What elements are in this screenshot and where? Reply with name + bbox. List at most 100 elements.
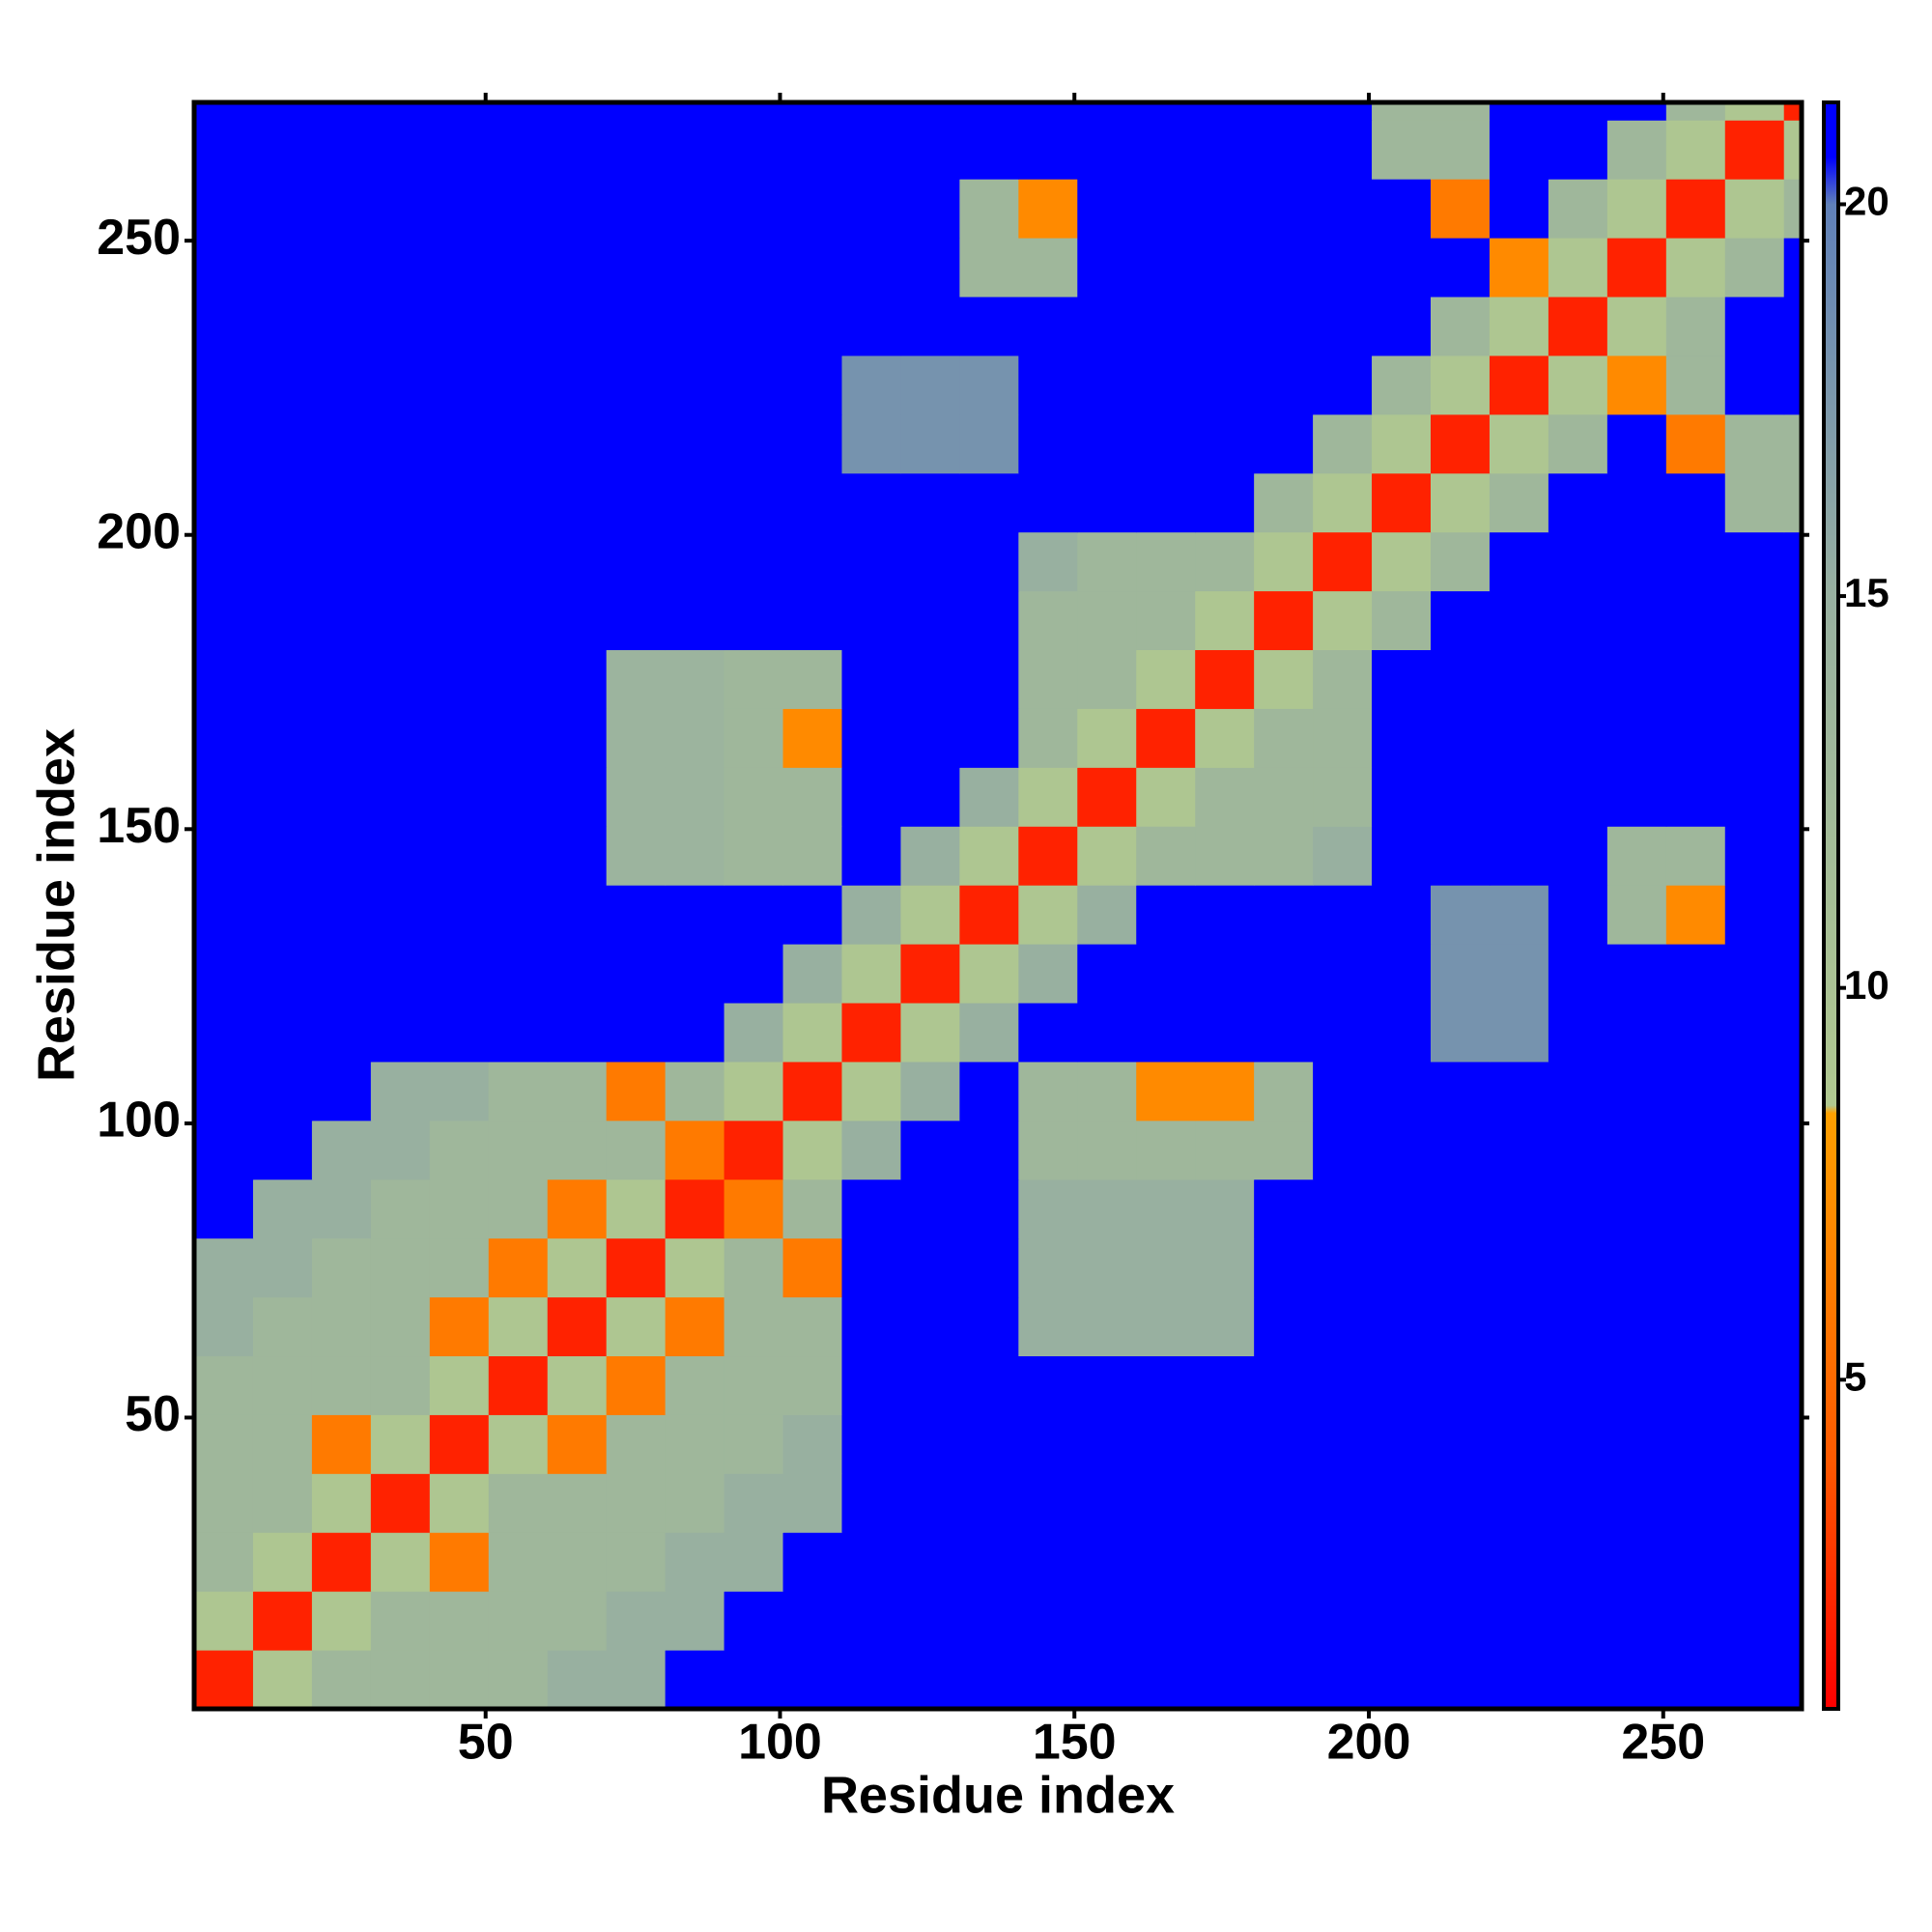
- heatmap-cell: [1195, 179, 1255, 239]
- heatmap-cell: [370, 590, 431, 651]
- heatmap-cell: [1313, 590, 1373, 651]
- x-tick-label: 200: [1327, 1715, 1411, 1771]
- heatmap-cell: [1548, 1237, 1608, 1298]
- heatmap-cell: [959, 708, 1019, 768]
- heatmap-cell: [311, 1532, 372, 1592]
- heatmap-cell: [1254, 826, 1314, 886]
- heatmap-cell: [252, 885, 313, 945]
- heatmap-cell: [488, 531, 549, 592]
- heatmap-cell: [370, 1591, 431, 1651]
- heatmap-cell: [1372, 120, 1432, 180]
- heatmap-cell: [665, 1237, 725, 1298]
- heatmap-cell: [370, 531, 431, 592]
- heatmap-cell: [1489, 944, 1549, 1004]
- heatmap-cell: [1077, 120, 1137, 180]
- heatmap-cell: [782, 1532, 842, 1592]
- heatmap-cell: [1548, 885, 1608, 945]
- heatmap-cell: [1313, 413, 1373, 474]
- heatmap-cell: [959, 413, 1019, 474]
- heatmap-cell: [959, 531, 1019, 592]
- heatmap-cell: [1195, 1003, 1255, 1063]
- heatmap-cell: [370, 297, 431, 356]
- heatmap-cell: [1606, 238, 1667, 298]
- heatmap-cell: [724, 1061, 784, 1122]
- heatmap-cell: [1018, 708, 1078, 768]
- heatmap-cell: [429, 708, 490, 768]
- heatmap-cell: [488, 1414, 549, 1474]
- heatmap-cell: [1431, 413, 1491, 474]
- heatmap-cell: [1489, 1414, 1549, 1474]
- heatmap-cell: [488, 1061, 549, 1122]
- heatmap-cell: [194, 1061, 254, 1122]
- heatmap-cell: [959, 120, 1019, 180]
- y-axis-title: Residue index: [27, 728, 85, 1082]
- heatmap-cell: [841, 649, 901, 709]
- heatmap-cell: [194, 531, 254, 592]
- heatmap-cell: [1606, 472, 1667, 533]
- colorbar-tick-label: 20: [1844, 179, 1889, 224]
- heatmap-cell: [724, 826, 784, 886]
- heatmap-cell: [841, 885, 901, 945]
- heatmap-cell: [1077, 944, 1137, 1004]
- heatmap-cell: [900, 1120, 960, 1180]
- heatmap-cell: [547, 649, 608, 709]
- x-axis-title: Residue index: [821, 1766, 1175, 1824]
- heatmap-cell: [1548, 1532, 1608, 1592]
- heatmap-cell: [1665, 767, 1726, 827]
- heatmap-cell: [194, 102, 254, 121]
- heatmap-cell: [606, 1061, 667, 1122]
- heatmap-cell: [606, 1591, 667, 1651]
- heatmap-cell: [782, 472, 842, 533]
- heatmap-cell: [959, 1179, 1019, 1239]
- heatmap-cell: [1018, 1061, 1078, 1122]
- heatmap-cell: [1313, 1003, 1373, 1063]
- heatmap-cell: [900, 767, 960, 827]
- heatmap-cell: [782, 179, 842, 239]
- heatmap-cell: [1018, 767, 1078, 827]
- heatmap-cell: [665, 531, 725, 592]
- heatmap-cell: [606, 102, 667, 121]
- heatmap-cell: [547, 1179, 608, 1239]
- heatmap-cell: [1548, 826, 1608, 886]
- x-tick-label: 50: [458, 1715, 514, 1771]
- heatmap-cell: [665, 297, 725, 356]
- heatmap-cell: [1254, 179, 1314, 239]
- heatmap-cell: [1372, 238, 1432, 298]
- heatmap-cell: [1665, 1591, 1726, 1651]
- heatmap-cell: [724, 297, 784, 356]
- heatmap-cell: [1431, 1650, 1491, 1710]
- heatmap-cell: [1548, 179, 1608, 239]
- heatmap-cell: [370, 120, 431, 180]
- heatmap-cell: [1665, 1414, 1726, 1474]
- heatmap-cell: [1724, 767, 1785, 827]
- heatmap-cell: [1665, 1179, 1726, 1239]
- heatmap-cell: [547, 590, 608, 651]
- heatmap-cell: [1077, 826, 1137, 886]
- heatmap-cell: [194, 826, 254, 886]
- heatmap-cell: [1606, 1120, 1667, 1180]
- heatmap-cell: [1195, 826, 1255, 886]
- heatmap-cell: [782, 297, 842, 356]
- heatmap-cell: [1254, 120, 1314, 180]
- heatmap-cell: [1606, 1179, 1667, 1239]
- heatmap-cell: [724, 1296, 784, 1357]
- heatmap-cell: [194, 1591, 254, 1651]
- heatmap-cell: [1313, 1237, 1373, 1298]
- x-tick-label: 250: [1621, 1715, 1705, 1771]
- heatmap-cell: [900, 1061, 960, 1122]
- heatmap-cell: [1195, 1120, 1255, 1180]
- heatmap-cell: [311, 1237, 372, 1298]
- heatmap-cell: [370, 102, 431, 121]
- heatmap-cell: [606, 826, 667, 886]
- heatmap-cell: [1018, 649, 1078, 709]
- heatmap-cell: [606, 1237, 667, 1298]
- heatmap-cell: [1606, 1237, 1667, 1298]
- heatmap-cell: [1431, 179, 1491, 239]
- heatmap-cell: [900, 472, 960, 533]
- heatmap-cell: [1195, 120, 1255, 180]
- heatmap-cell: [1313, 472, 1373, 533]
- heatmap-cell: [1018, 472, 1078, 533]
- heatmap-cell: [1548, 120, 1608, 180]
- heatmap-cell: [606, 120, 667, 180]
- heatmap-cell: [782, 590, 842, 651]
